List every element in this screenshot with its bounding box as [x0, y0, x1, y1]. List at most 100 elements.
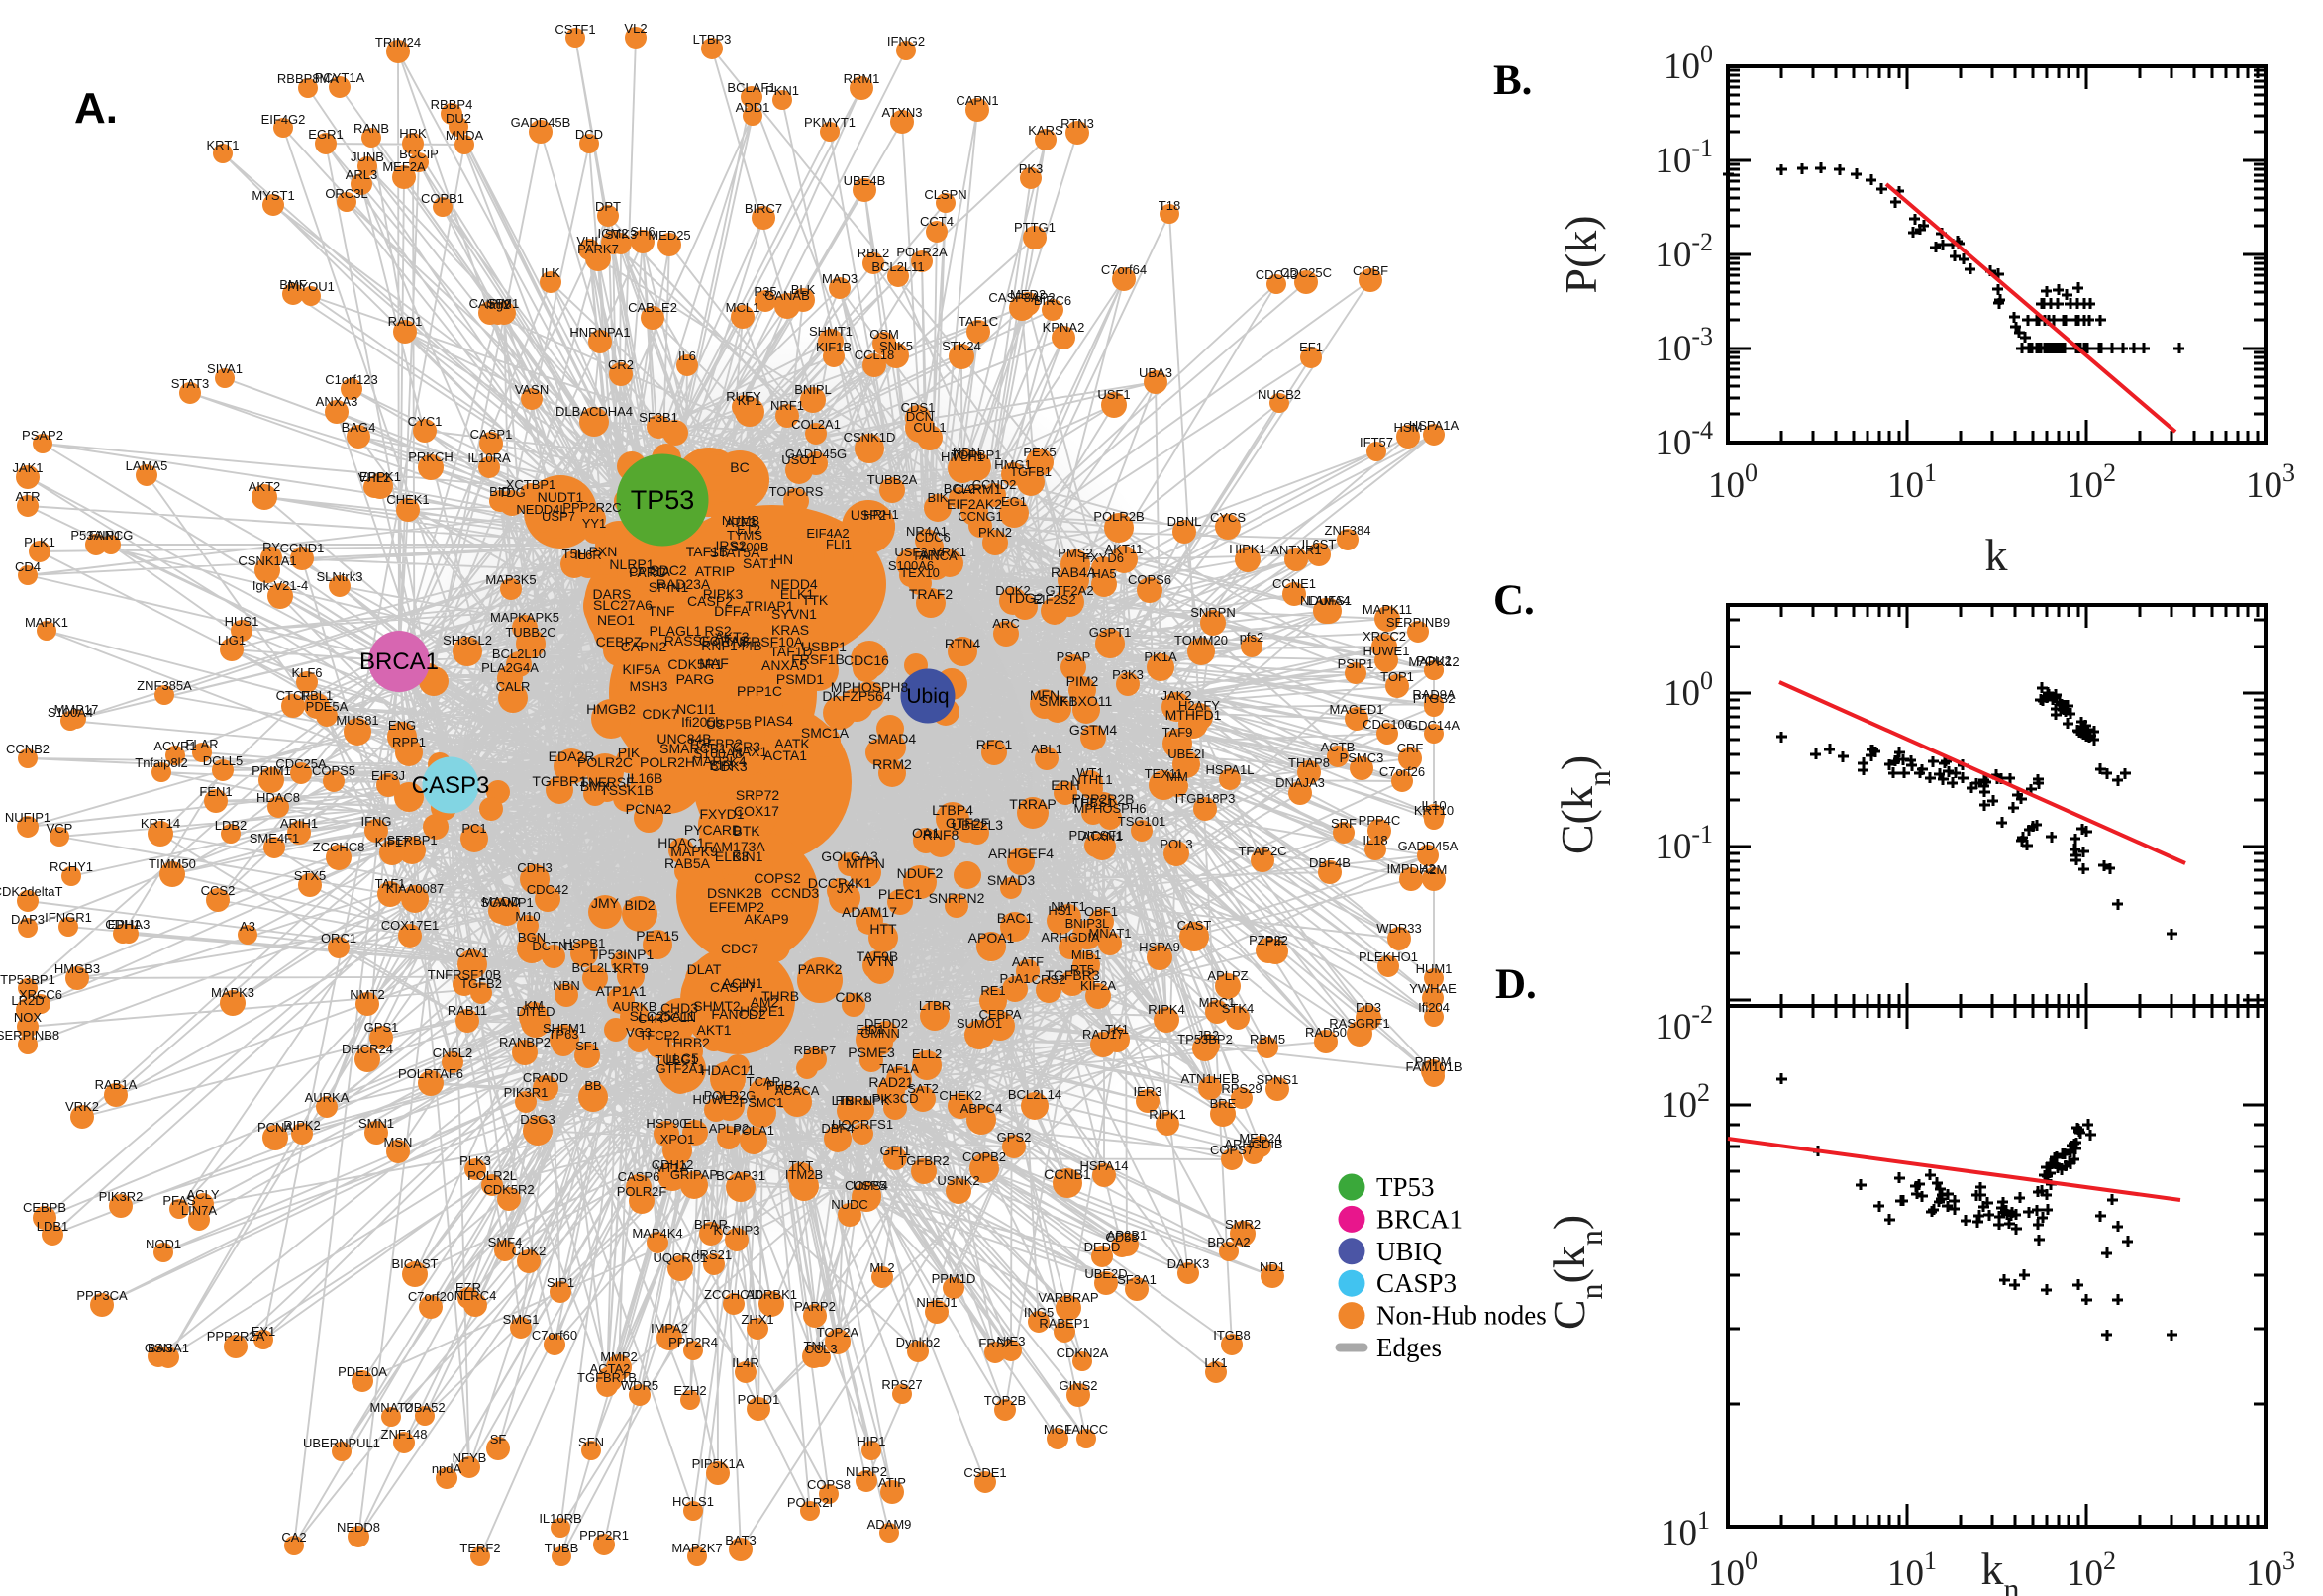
- svg-text:APOA1: APOA1: [968, 930, 1015, 946]
- svg-text:ITGB18P3: ITGB18P3: [1175, 791, 1236, 806]
- svg-text:LTBP1: LTBP1: [832, 1093, 870, 1108]
- svg-text:ABPC4: ABPC4: [960, 1101, 1003, 1116]
- svg-text:AKT11: AKT11: [1105, 542, 1144, 556]
- svg-text:SNRPN2: SNRPN2: [929, 890, 985, 906]
- svg-text:C7orf60: C7orf60: [532, 1328, 577, 1343]
- svg-text:KCNIP3: KCNIP3: [714, 1223, 760, 1238]
- svg-text:IL6: IL6: [678, 349, 696, 363]
- svg-text:THBS1: THBS1: [1072, 795, 1114, 810]
- svg-text:CASP6: CASP6: [618, 1169, 660, 1184]
- svg-text:MSH3: MSH3: [630, 678, 668, 694]
- svg-text:PC1: PC1: [461, 821, 486, 836]
- svg-text:KP1: KP1: [738, 393, 762, 408]
- svg-text:SH3GL2: SH3GL2: [443, 633, 492, 648]
- svg-text:DITED: DITED: [517, 1004, 556, 1019]
- svg-text:UBERNPUL1: UBERNPUL1: [303, 1436, 380, 1450]
- svg-text:RBBP7: RBBP7: [794, 1043, 837, 1057]
- svg-text:IL10: IL10: [1421, 798, 1446, 813]
- svg-text:CHEK2: CHEK2: [939, 1088, 981, 1103]
- svg-text:RPS27: RPS27: [881, 1377, 922, 1392]
- svg-text:EG1: EG1: [1001, 494, 1027, 509]
- svg-text:PIK3R2: PIK3R2: [99, 1189, 144, 1204]
- svg-text:DHCR24: DHCR24: [342, 1042, 393, 1056]
- svg-text:B.: B.: [1493, 57, 1532, 104]
- svg-text:Edges: Edges: [1376, 1333, 1442, 1362]
- svg-text:PTGS2: PTGS2: [1413, 691, 1456, 706]
- svg-text:BB: BB: [584, 1078, 601, 1093]
- svg-text:BCL2L10: BCL2L10: [492, 647, 546, 661]
- svg-text:MAPK11: MAPK11: [1363, 602, 1412, 617]
- svg-text:MM: MM: [1166, 769, 1188, 784]
- svg-text:ORC1: ORC1: [321, 931, 356, 946]
- svg-text:TUBB2C: TUBB2C: [505, 625, 556, 640]
- svg-text:RBL1: RBL1: [301, 688, 334, 703]
- svg-text:TRRAP: TRRAP: [1009, 796, 1056, 812]
- svg-text:HS1: HS1: [1048, 903, 1072, 918]
- svg-text:EIF2AK2: EIF2AK2: [947, 496, 1002, 512]
- svg-text:DOK2: DOK2: [995, 583, 1030, 598]
- svg-text:LR2D: LR2D: [11, 993, 44, 1008]
- svg-text:CD4: CD4: [15, 559, 41, 574]
- svg-text:TUBB2A: TUBB2A: [867, 472, 918, 487]
- svg-text:SMAD4: SMAD4: [868, 731, 916, 747]
- svg-text:RAD1: RAD1: [388, 314, 423, 329]
- svg-text:GTF2A2: GTF2A2: [1045, 583, 1093, 598]
- svg-text:Non-Hub nodes: Non-Hub nodes: [1376, 1301, 1547, 1331]
- svg-text:MAPK1: MAPK1: [25, 615, 68, 630]
- svg-text:CARM1: CARM1: [953, 481, 1001, 497]
- svg-text:CN5L2: CN5L2: [433, 1046, 472, 1060]
- svg-text:OCLN: OCLN: [660, 1010, 696, 1025]
- svg-text:ADD1: ADD1: [736, 100, 770, 115]
- svg-text:ARC: ARC: [992, 616, 1019, 631]
- svg-text:RAD23A: RAD23A: [656, 576, 711, 592]
- svg-text:PARC: PARC: [629, 564, 666, 580]
- svg-text:LK1: LK1: [1204, 1355, 1227, 1370]
- svg-text:MED2: MED2: [1010, 287, 1046, 302]
- svg-text:ITM2B: ITM2B: [785, 1167, 823, 1182]
- svg-text:BAG4: BAG4: [342, 420, 376, 435]
- svg-text:TP53INP1: TP53INP1: [590, 947, 655, 962]
- svg-text:USP7: USP7: [542, 509, 575, 524]
- svg-text:GTF2F: GTF2F: [946, 815, 989, 831]
- svg-text:CAPN2: CAPN2: [621, 639, 667, 654]
- svg-text:RIPK4: RIPK4: [1148, 1002, 1185, 1017]
- svg-text:STK3: STK3: [605, 227, 638, 242]
- svg-text:CLSPN: CLSPN: [924, 187, 966, 202]
- svg-text:PDE5A: PDE5A: [306, 699, 349, 714]
- svg-text:TP53BP2: TP53BP2: [1177, 1032, 1233, 1047]
- svg-text:CRF: CRF: [1397, 741, 1424, 755]
- svg-text:RFC1: RFC1: [976, 737, 1013, 752]
- svg-text:CASP3: CASP3: [1376, 1268, 1457, 1298]
- svg-text:ZHX1: ZHX1: [741, 1312, 773, 1327]
- svg-text:10-2: 10-2: [1655, 228, 1713, 275]
- svg-text:TTK: TTK: [802, 592, 829, 608]
- svg-text:ELK1: ELK1: [780, 586, 814, 602]
- svg-text:BLK: BLK: [791, 282, 816, 297]
- svg-text:BIRC7: BIRC7: [745, 201, 782, 216]
- svg-text:COPB1: COPB1: [421, 191, 464, 206]
- svg-text:ARIH1: ARIH1: [280, 816, 318, 831]
- svg-text:NIE3: NIE3: [997, 1334, 1026, 1348]
- svg-text:RAD50: RAD50: [1305, 1025, 1347, 1040]
- svg-text:A3: A3: [240, 919, 255, 934]
- svg-text:VHL: VHL: [576, 234, 601, 249]
- svg-text:SF1: SF1: [575, 1039, 599, 1053]
- svg-text:MMP17: MMP17: [54, 702, 99, 717]
- svg-text:PHB2: PHB2: [766, 1078, 800, 1093]
- svg-text:SLNtrk3: SLNtrk3: [317, 569, 363, 584]
- svg-text:VASN: VASN: [515, 382, 549, 397]
- svg-text:MED24: MED24: [1239, 1131, 1281, 1146]
- svg-text:RAD17: RAD17: [1082, 1027, 1124, 1042]
- svg-text:DBF4: DBF4: [821, 1121, 854, 1136]
- svg-text:AP2B1: AP2B1: [1107, 1228, 1147, 1243]
- svg-text:USP5: USP5: [853, 1178, 886, 1193]
- svg-text:CCL3: CCL3: [804, 1342, 837, 1356]
- svg-text:H2AFY: H2AFY: [1178, 698, 1220, 713]
- svg-text:FBXO11: FBXO11: [1060, 693, 1113, 709]
- svg-text:SMARCB1: SMARCB1: [659, 741, 727, 756]
- svg-text:SAT2: SAT2: [907, 1081, 939, 1096]
- svg-text:ARHGDIA: ARHGDIA: [1041, 930, 1100, 945]
- svg-text:100: 100: [1664, 666, 1713, 714]
- svg-text:SMF4: SMF4: [488, 1235, 523, 1249]
- svg-text:KLF6: KLF6: [291, 665, 322, 680]
